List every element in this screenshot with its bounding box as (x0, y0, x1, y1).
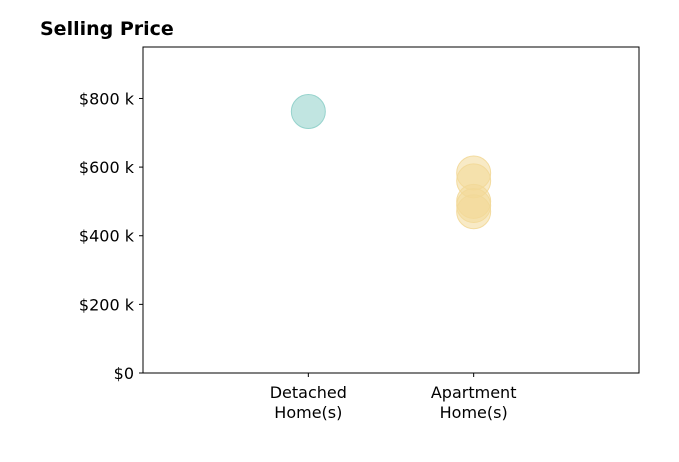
y-axis: $0 $200 k $400 k $600 k $800 k (79, 89, 143, 383)
y-tick-label: $200 k (79, 295, 135, 314)
x-tick-label: Apartment Home(s) (431, 383, 517, 422)
data-points (290, 94, 492, 230)
x-tick-label: Detached Home(s) (270, 383, 347, 422)
y-tick-label: $800 k (79, 89, 135, 108)
x-axis: Detached Home(s) Apartment Home(s) (270, 373, 517, 422)
y-tick-label: $400 k (79, 227, 135, 246)
plot-area (142, 46, 640, 374)
y-tick-label: $0 (114, 364, 134, 383)
y-tick-label: $600 k (79, 158, 135, 177)
data-point (290, 94, 326, 130)
chart-title: Selling Price (40, 18, 174, 40)
data-point (456, 194, 492, 230)
